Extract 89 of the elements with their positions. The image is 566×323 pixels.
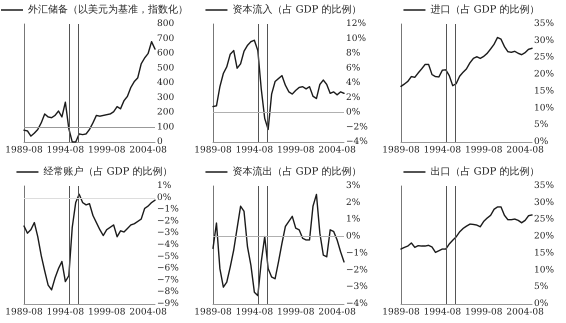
x-tick-label: 1999-08 — [88, 307, 126, 317]
legend-label: 出口（占 GDP 的比例） — [430, 165, 540, 177]
y-tick-label: −1% — [346, 248, 368, 258]
x-tick-label: 1999-08 — [465, 146, 504, 156]
y-tick-label: −2% — [157, 216, 180, 226]
x-tick-label: 2004-08 — [129, 307, 168, 317]
y-tick-label: 20% — [534, 70, 555, 80]
x-tick-label: 1989-08 — [194, 146, 232, 156]
x-tick-label: 1999-08 — [465, 307, 504, 317]
y-tick-label: −8% — [157, 286, 180, 297]
y-tick-label: −3% — [346, 282, 368, 292]
y-tick-label: 0 — [157, 137, 163, 147]
y-tick-label: 0% — [534, 137, 550, 147]
y-tick-label: 30% — [534, 197, 555, 208]
x-tick-label: 1999-08 — [276, 146, 314, 156]
y-tick-label: −1% — [157, 204, 180, 214]
legend-label: 资本流入（占 GDP 的比例） — [232, 4, 362, 16]
y-tick-label: 700 — [157, 34, 174, 44]
x-tick-label: 1994-08 — [424, 307, 462, 317]
y-tick-label: 25% — [534, 214, 555, 224]
y-tick-label: 10% — [534, 264, 555, 275]
y-tick-label: 6% — [346, 63, 360, 74]
y-tick-label: 8% — [346, 48, 360, 58]
y-tick-label: 4% — [346, 78, 360, 88]
x-tick-label: 1989-08 — [382, 146, 420, 156]
legend-label: 经常账户（占 GDP 的比例） — [43, 165, 173, 177]
x-tick-label: 1989-08 — [194, 307, 232, 317]
x-tick-label: 1994-08 — [235, 307, 273, 317]
line-series — [400, 36, 534, 88]
y-tick-label: −7% — [157, 274, 180, 285]
y-tick-label: 15% — [534, 86, 555, 96]
y-tick-label: 25% — [534, 52, 555, 63]
x-tick-label: 2004-08 — [318, 146, 356, 156]
y-tick-label: −4% — [346, 298, 368, 308]
line-series — [23, 193, 156, 290]
x-tick-label: 2004-08 — [318, 307, 356, 317]
x-tick-label: 2004-08 — [129, 146, 168, 156]
y-tick-label: 800 — [157, 19, 174, 29]
y-tick-label: 10% — [346, 34, 366, 44]
y-tick-label: 1% — [157, 180, 172, 190]
x-tick-label: 1999-08 — [276, 307, 314, 317]
y-tick-label: 500 — [157, 63, 174, 74]
y-tick-label: 0% — [157, 192, 172, 202]
y-tick-label: 200 — [157, 108, 174, 118]
y-tick-label: 2% — [346, 92, 360, 103]
x-tick-label: 1994-08 — [46, 146, 84, 156]
y-tick-label: 35% — [534, 180, 555, 190]
legend-label: 进口（占 GDP 的比例） — [430, 4, 540, 16]
y-tick-label: 600 — [157, 48, 174, 58]
y-tick-label: −4% — [346, 137, 368, 147]
x-tick-label: 1989-08 — [5, 146, 43, 156]
y-tick-label: −5% — [157, 251, 180, 262]
y-tick-label: 300 — [157, 92, 174, 103]
y-tick-label: −2% — [346, 122, 368, 132]
y-tick-label: 5% — [534, 282, 550, 292]
y-tick-label: 0% — [346, 231, 360, 242]
y-tick-label: 400 — [157, 78, 174, 88]
x-tick-label: 1994-08 — [424, 146, 462, 156]
line-series — [212, 40, 344, 130]
legend-label: 外汇储备（以美元为基准，指数化） — [28, 4, 188, 16]
line-series — [400, 206, 534, 253]
y-tick-label: −6% — [157, 263, 180, 274]
y-tick-label: 20% — [534, 231, 555, 242]
y-tick-label: −4% — [157, 240, 180, 250]
y-tick-label: −2% — [346, 264, 368, 275]
y-tick-label: −3% — [157, 228, 180, 238]
y-tick-label: 1% — [346, 214, 360, 224]
y-tick-label: 0% — [534, 298, 550, 308]
y-tick-label: 0% — [346, 108, 360, 118]
x-tick-label: 1994-08 — [46, 307, 84, 317]
x-tick-label: 2004-08 — [506, 146, 544, 156]
y-tick-label: 15% — [534, 248, 555, 258]
y-tick-label: 12% — [346, 19, 366, 29]
x-tick-label: 1999-08 — [88, 146, 126, 156]
legend-label: 资本流出（占 GDP 的比例） — [232, 165, 362, 177]
y-tick-label: 5% — [534, 120, 550, 130]
line-series — [212, 193, 344, 296]
y-tick-label: 10% — [534, 103, 555, 114]
y-tick-label: 3% — [346, 180, 360, 190]
x-tick-label: 2004-08 — [506, 307, 544, 317]
y-tick-label: 35% — [534, 19, 555, 29]
y-tick-label: 2% — [346, 197, 360, 208]
x-tick-label: 1989-08 — [5, 307, 43, 317]
y-tick-label: 100 — [157, 122, 174, 132]
x-tick-label: 1994-08 — [235, 146, 273, 156]
line-series — [23, 41, 156, 143]
y-tick-label: −9% — [157, 298, 180, 308]
x-tick-label: 1989-08 — [382, 307, 420, 317]
y-tick-label: 30% — [534, 36, 555, 46]
